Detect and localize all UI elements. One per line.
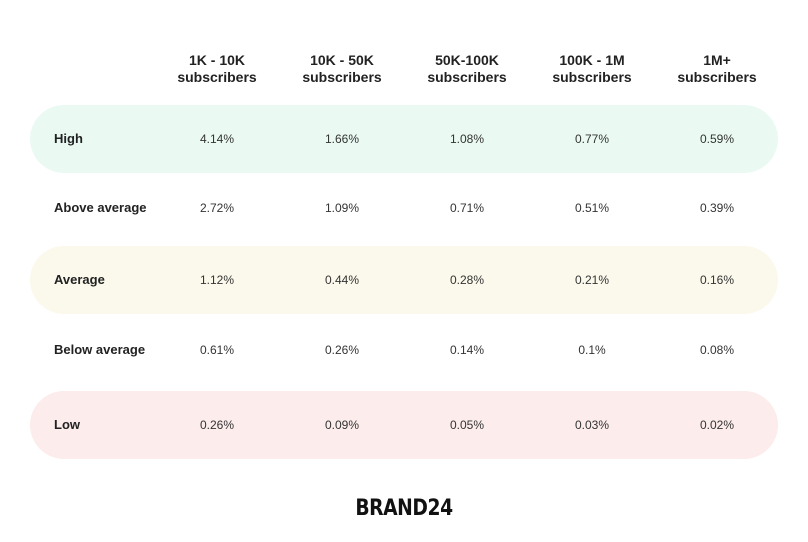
table-cell: 0.14%: [449, 343, 485, 357]
column-header-range: 1K - 10K: [188, 52, 246, 68]
table-cell: 0.71%: [449, 201, 485, 215]
table-cell: 0.59%: [699, 132, 735, 146]
table-cell: 0.77%: [574, 132, 610, 146]
row-band: [30, 246, 778, 314]
row-band: [30, 105, 778, 173]
table-cell: 0.44%: [324, 273, 360, 287]
column-header: 1K - 10K subscribers: [155, 52, 279, 86]
engagement-table: 1K - 10K subscribers 10K - 50K subscribers 5…: [30, 52, 779, 459]
table-cell: 0.61%: [199, 343, 235, 357]
table-cell: 0.26%: [199, 418, 235, 432]
table-cell: 4.14%: [199, 132, 235, 146]
table-cell: 0.1%: [578, 343, 606, 357]
table-cell: 0.02%: [699, 418, 735, 432]
row-band: [30, 391, 778, 459]
column-header: 10K - 50K subscribers: [280, 52, 404, 86]
table-cell: 0.09%: [324, 418, 360, 432]
column-header-range: 50K-100K: [435, 52, 499, 68]
column-header-unit: subscribers: [552, 69, 632, 85]
column-header: 50K-100K subscribers: [405, 52, 529, 86]
row-label: Below average: [54, 342, 146, 357]
table-cell: 0.08%: [699, 343, 735, 357]
row-label: High: [54, 131, 83, 146]
table-cell: 0.39%: [699, 201, 735, 215]
table-cell: 1.09%: [324, 201, 360, 215]
column-header-unit: subscribers: [677, 69, 757, 85]
table-cell: 1.66%: [324, 132, 360, 146]
table-cell: 0.26%: [324, 343, 360, 357]
column-header: 1M+ subscribers: [655, 52, 779, 86]
column-header-unit: subscribers: [302, 69, 382, 85]
column-header-range: 10K - 50K: [310, 52, 374, 68]
table-cell: 1.12%: [199, 273, 235, 287]
column-header-unit: subscribers: [427, 69, 507, 85]
column-header-range: 100K - 1M: [559, 52, 625, 68]
table-cell: 0.16%: [699, 273, 735, 287]
table-cell: 0.03%: [574, 418, 610, 432]
row-label: Above average: [54, 200, 147, 215]
column-header-range: 1M+: [703, 52, 731, 68]
column-header-unit: subscribers: [177, 69, 257, 85]
table-cell: 0.05%: [449, 418, 485, 432]
table-cell: 1.08%: [449, 132, 485, 146]
row-label: Average: [54, 272, 105, 287]
row-label: Low: [54, 417, 80, 432]
brand-logo: BRAND24: [355, 496, 453, 521]
table-cell: 0.28%: [449, 273, 485, 287]
column-header: 100K - 1M subscribers: [530, 52, 654, 86]
table-cell: 0.21%: [574, 273, 610, 287]
table-cell: 2.72%: [199, 201, 235, 215]
table-cell: 0.51%: [574, 201, 610, 215]
